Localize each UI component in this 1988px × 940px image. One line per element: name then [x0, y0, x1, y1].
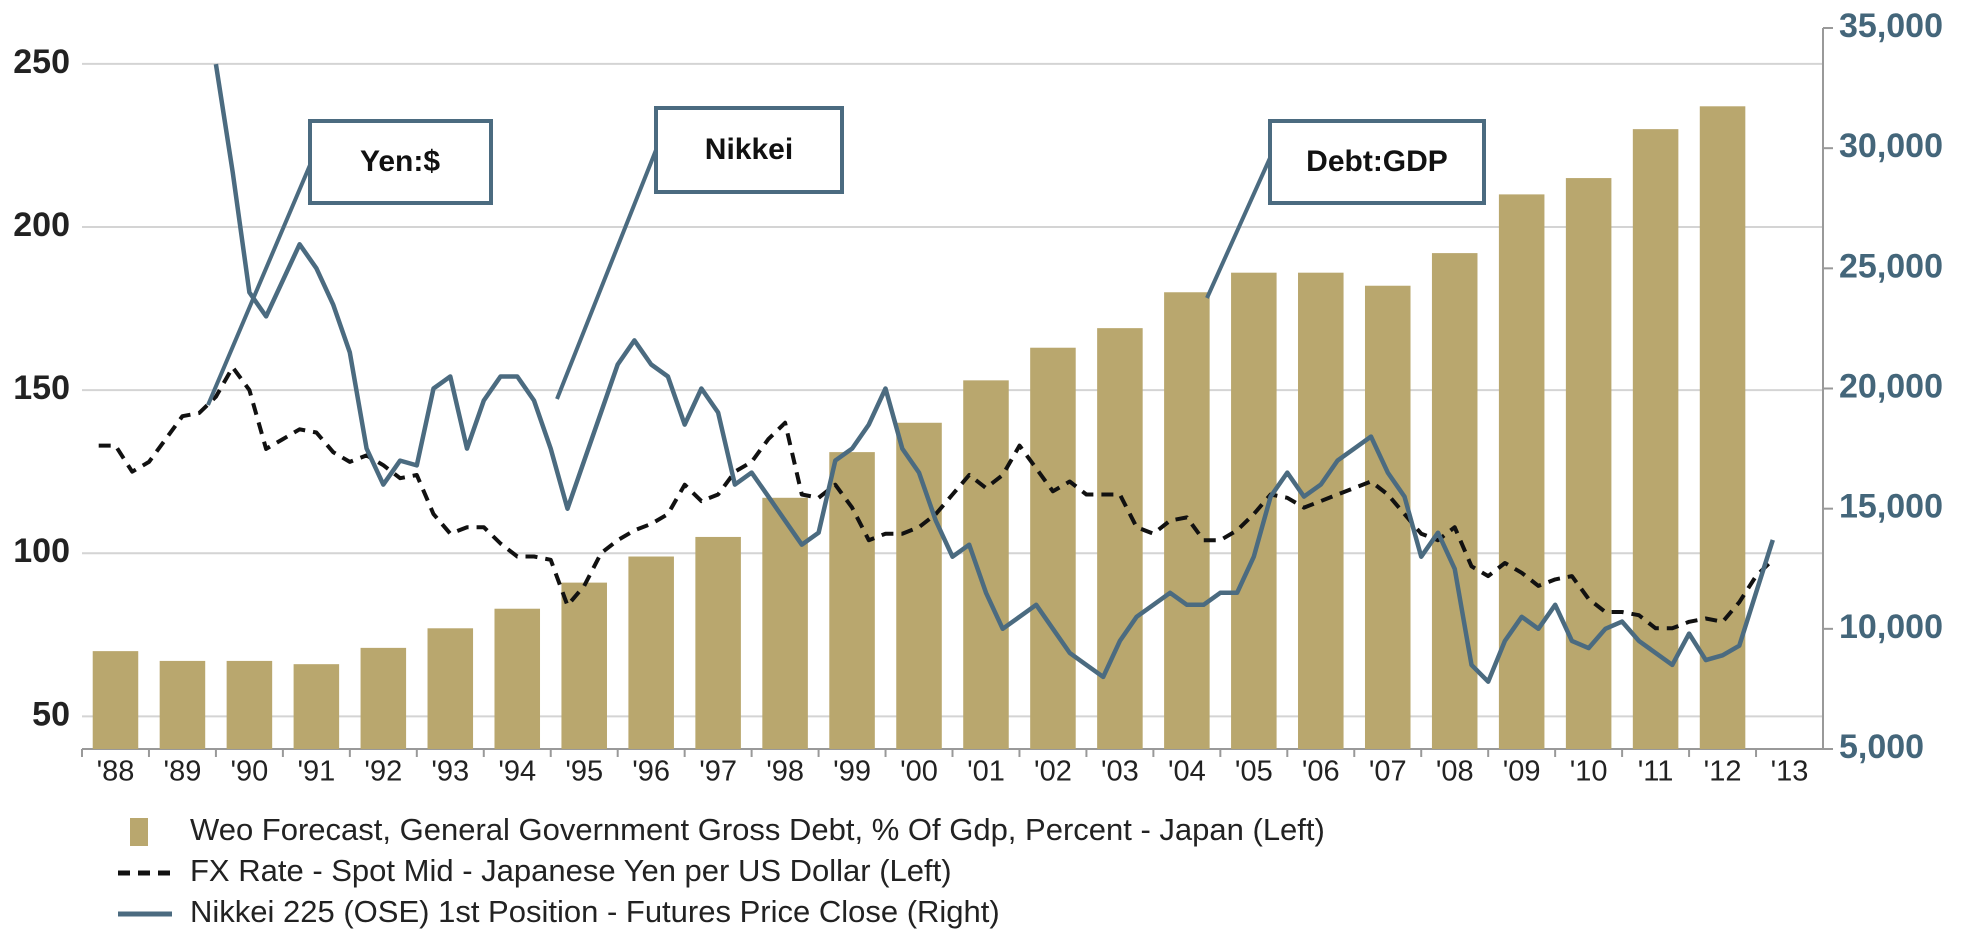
legend-label: Nikkei 225 (OSE) 1st Position - Futures …: [190, 894, 1000, 929]
bar: [360, 647, 407, 749]
bar: [1699, 106, 1746, 749]
bar: [1030, 347, 1076, 749]
x-tick-label: '97: [699, 756, 737, 788]
y2-tick-label: 15,000: [1839, 488, 1943, 526]
bar: [561, 582, 607, 749]
x-tick-label: '06: [1302, 756, 1340, 788]
y-tick-label: 250: [13, 43, 70, 81]
y-tick-label: 150: [13, 369, 70, 407]
bar: [1632, 129, 1679, 749]
bar: [829, 452, 875, 749]
x-tick-label: '12: [1704, 756, 1742, 788]
callout-line: [206, 164, 312, 406]
callout-box: [1268, 119, 1486, 205]
y-tick-label: 100: [13, 532, 70, 570]
callout-line: [1205, 157, 1272, 299]
x-tick-label: '05: [1235, 756, 1273, 788]
callout-line: [555, 149, 658, 400]
x-tick-label: '93: [431, 756, 469, 788]
bar: [1097, 328, 1143, 749]
y2-tick-label: 35,000: [1839, 7, 1943, 45]
y-tick-label: 50: [32, 695, 70, 733]
bar: [92, 651, 139, 749]
plot: 50 100 150 200 250 5,000 10,000 15,000 20,000 25,…: [13, 7, 1943, 788]
x-tick-label: '92: [364, 756, 402, 788]
x-tick-label: '10: [1570, 756, 1608, 788]
x-tick-label: '01: [967, 756, 1005, 788]
bar: [1164, 292, 1210, 749]
bar: [1431, 253, 1478, 750]
legend-label: Weo Forecast, General Government Gross D…: [190, 812, 1325, 847]
bar: [1231, 272, 1277, 749]
x-tick-label: '07: [1369, 756, 1407, 788]
annotations: Yen:$ Nikkei Debt:GDP: [206, 106, 1486, 406]
annotation: Debt:GDP: [1306, 145, 1448, 178]
x-tick-label: '99: [833, 756, 871, 788]
bar: [1498, 194, 1545, 749]
y2-tick-label: 10,000: [1839, 608, 1943, 646]
x-tick-label: '11: [1638, 756, 1674, 788]
bar: [1364, 285, 1411, 749]
annotation: Nikkei: [705, 133, 793, 166]
x-tick-label: '03: [1101, 756, 1139, 788]
x-tick-label: '95: [565, 756, 603, 788]
y2-tick-label: 5,000: [1839, 728, 1924, 766]
x-tick-label: '13: [1771, 756, 1809, 788]
x-tick-label: '08: [1436, 756, 1474, 788]
annotation: Yen:$: [360, 145, 440, 178]
x-tick-label: '09: [1503, 756, 1541, 788]
x-tick-label: '04: [1168, 756, 1206, 788]
bar: [963, 380, 1009, 749]
bar: [1298, 272, 1344, 749]
x-tick-label: '02: [1034, 756, 1072, 788]
line: [213, 63, 1775, 684]
x-tick-label: '96: [632, 756, 670, 788]
y2-tick-label: 30,000: [1839, 127, 1943, 165]
x-tick-label: '00: [900, 756, 938, 788]
legend-label: FX Rate - Spot Mid - Japanese Yen per US…: [190, 853, 952, 888]
callout-box: [308, 119, 493, 205]
y2-tick-label: 25,000: [1839, 247, 1943, 285]
bar: [1565, 178, 1612, 750]
y2-tick-label: 20,000: [1839, 367, 1943, 405]
x-tick-label: '91: [297, 756, 335, 788]
y-tick-label: 200: [13, 206, 70, 244]
bar: [762, 497, 808, 749]
x-tick-label: '89: [164, 756, 202, 788]
x-tick-label: '88: [97, 756, 135, 788]
callout-box: [654, 106, 844, 194]
legend-swatch: [130, 818, 148, 846]
bar: [494, 608, 541, 749]
x-tick-label: '90: [231, 756, 269, 788]
bar: [628, 556, 674, 749]
bar: [293, 664, 340, 749]
x-tick-label: '98: [766, 756, 804, 788]
bar: [427, 628, 474, 749]
bar: [159, 660, 206, 749]
bar: [695, 536, 741, 749]
bar: [226, 660, 273, 749]
x-tick-label: '94: [498, 756, 536, 788]
